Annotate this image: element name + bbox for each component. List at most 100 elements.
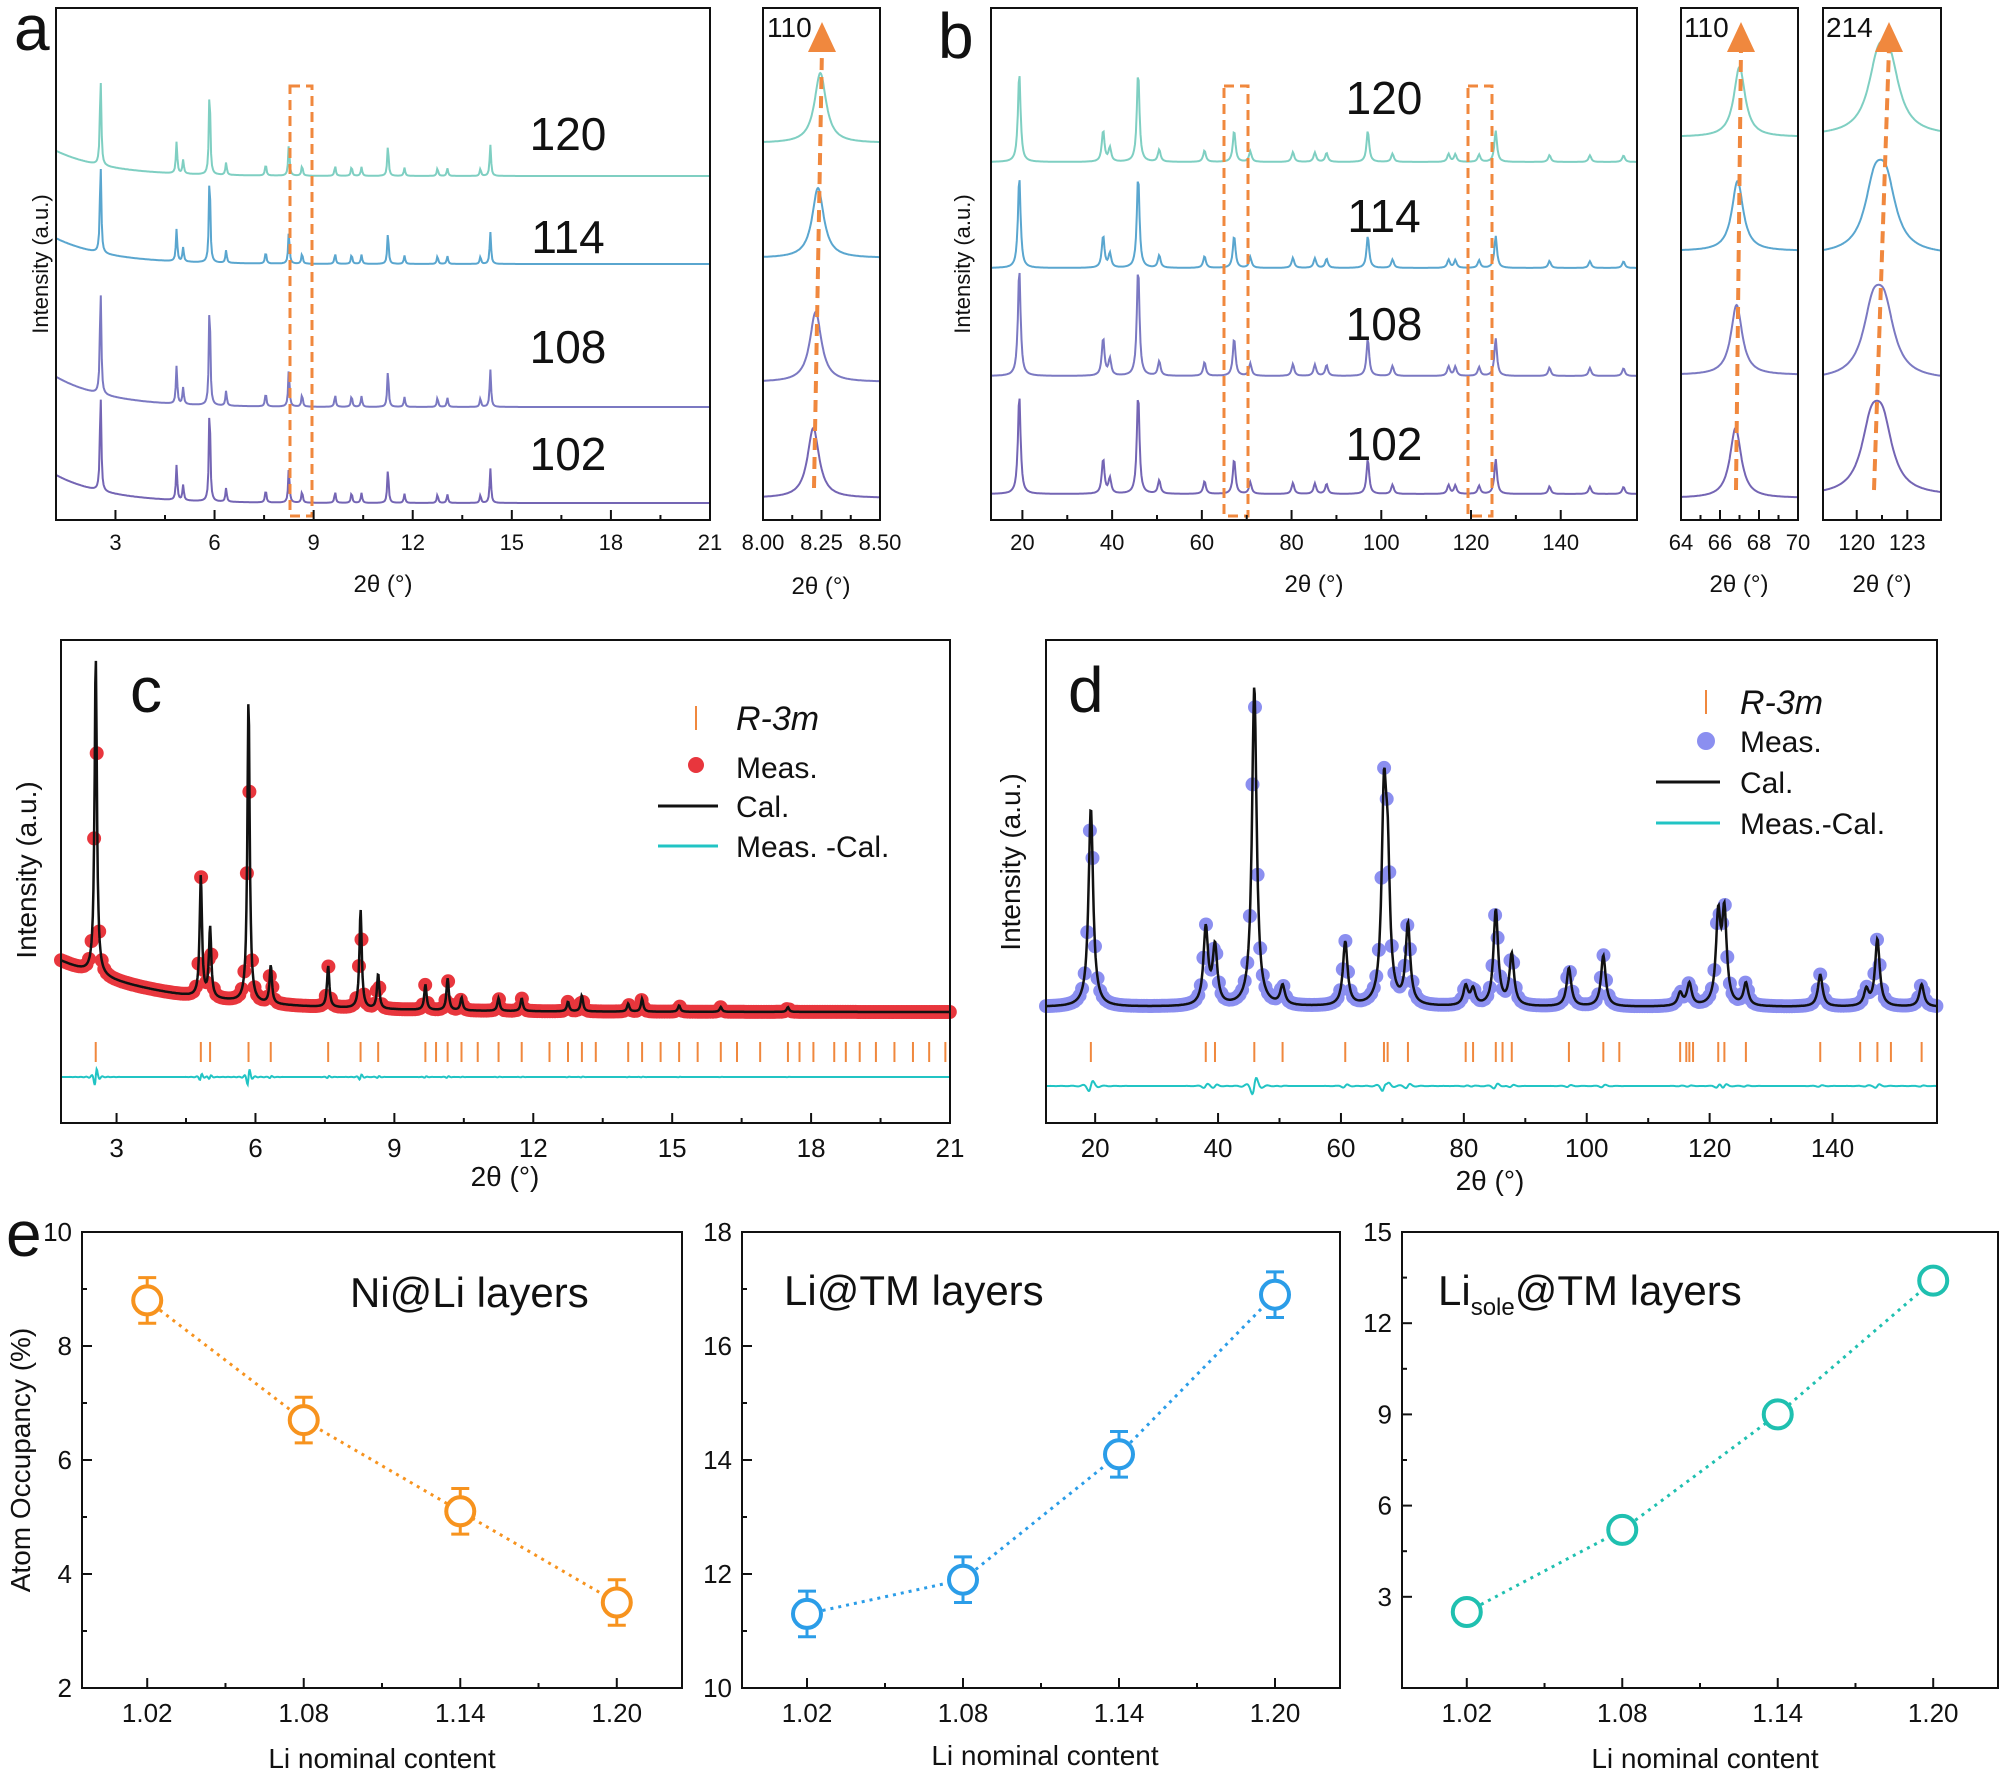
- panel-a-inset-shift-arrow: [812, 47, 824, 489]
- panel-d-xlabel: 2θ (°): [1456, 1165, 1525, 1196]
- x-tick-label: 80: [1449, 1133, 1478, 1163]
- y-tick-label: 2: [58, 1673, 72, 1703]
- pattern-curve-120: [991, 75, 1637, 163]
- x-tick-label: 18: [599, 530, 623, 555]
- data-point: [947, 1563, 979, 1596]
- y-tick-label: 10: [43, 1217, 72, 1247]
- pattern-curve-108: [991, 272, 1637, 377]
- data-point: [791, 1597, 823, 1630]
- y-tick-label: 16: [703, 1331, 732, 1361]
- y-tick-label: 3: [1378, 1582, 1392, 1612]
- panel-b-inset-214-shift-arrow: [1872, 47, 1891, 491]
- title-sole-subscript: sole: [1471, 1294, 1515, 1321]
- panel-label-d: d: [1068, 654, 1104, 726]
- panel-b-inset-110-annotation: 110: [1684, 12, 1729, 43]
- y-tick-label: 18: [703, 1217, 732, 1247]
- panel-d-ylabel: Intensity (a.u.): [995, 773, 1026, 950]
- pattern-curve-114: [55, 168, 710, 265]
- x-tick-label: 64: [1669, 530, 1693, 555]
- panel-b-inset-110-shift-arrow: [1734, 47, 1743, 491]
- x-tick-label: 1.20: [1908, 1698, 1959, 1728]
- data-point: [1450, 1596, 1483, 1628]
- panel-b-inset-110-chart: 64 66 68 70 110 2θ (°): [1669, 7, 1810, 598]
- y-tick-label: 4: [58, 1559, 72, 1589]
- inset-curve-0: [762, 71, 880, 143]
- x-tick-label: 40: [1204, 1133, 1233, 1163]
- panel-c-ylabel: Intensity (a.u.): [11, 781, 42, 958]
- legend-d-meas: Meas.: [1740, 726, 1822, 759]
- x-tick-label: 15: [658, 1133, 687, 1163]
- series-label-114: 114: [531, 211, 604, 263]
- inset-curve-3: [1681, 427, 1798, 499]
- x-tick-label: 70: [1786, 530, 1810, 555]
- data-point: [444, 1495, 477, 1528]
- panel-e-ni-li-xlabel: Li nominal content: [268, 1743, 495, 1772]
- y-tick-label: 9: [1378, 1399, 1392, 1429]
- x-tick-label: 100: [1363, 530, 1400, 555]
- x-tick-label: 9: [387, 1133, 401, 1163]
- data-point: [600, 1586, 633, 1619]
- legend-meas-marker-c: [688, 757, 704, 773]
- inset-curve-3: [762, 426, 880, 499]
- legend-d-cal: Cal.: [1740, 767, 1793, 800]
- panel-a-frame: [55, 7, 711, 521]
- panel-e-li-tm-xlabel: Li nominal content: [931, 1740, 1158, 1771]
- panel-d-legend: R-3m Meas. Cal. Meas.-Cal.: [1656, 684, 1885, 841]
- y-tick-label: 12: [703, 1559, 732, 1589]
- inset-curve-3: [1822, 399, 1942, 493]
- x-tick-label: 123: [1889, 530, 1926, 555]
- panel-a-inset-annotation: 110: [767, 12, 812, 43]
- panel-b-frame: [990, 7, 1638, 521]
- x-tick-label: 1.14: [435, 1698, 486, 1728]
- pattern-curve-102: [990, 398, 1637, 495]
- legend-d-diff: Meas.-Cal.: [1740, 808, 1885, 841]
- legend-c-cal: Cal.: [736, 791, 789, 824]
- title-li: Li: [1438, 1267, 1471, 1314]
- panel-b-inset-214-arrowhead: [1875, 22, 1903, 52]
- x-tick-label: 3: [109, 530, 121, 555]
- data-point: [1917, 1264, 1950, 1297]
- pattern-curve-108: [55, 295, 710, 408]
- inset-curve-1: [1681, 179, 1798, 252]
- panel-e-li-tm-plot-area: [791, 1270, 1291, 1639]
- x-tick-label: 6: [248, 1133, 262, 1163]
- x-tick-label: 1.08: [938, 1698, 989, 1728]
- legend-meas-marker-d: [1697, 732, 1715, 750]
- data-point: [1761, 1398, 1794, 1431]
- series-label-b-120: 120: [1346, 72, 1423, 124]
- panel-b-inset-214-x-axis: 120 123: [1838, 510, 1926, 555]
- series-label-b-114: 114: [1347, 190, 1420, 242]
- y-tick-label: 8: [58, 1331, 72, 1361]
- diff-curve: [61, 1065, 950, 1088]
- panel-a-ylabel: Intensity (a.u.): [28, 194, 53, 333]
- x-tick-label: 120: [1838, 530, 1875, 555]
- panel-b-ylabel: Intensity (a.u.): [950, 194, 975, 333]
- panel-d-frame: [1045, 639, 1938, 1124]
- panel-label-c: c: [130, 654, 162, 726]
- panel-e-lisole-tm-xlabel: Li nominal content: [1591, 1743, 1818, 1772]
- cal-curve: [1046, 687, 1937, 1008]
- panel-e-li-tm-title: Li@TM layers: [784, 1267, 1044, 1314]
- panel-b-xlabel: 2θ (°): [1285, 571, 1344, 598]
- trend-line: [1466, 1279, 1935, 1614]
- x-tick-label: 80: [1279, 530, 1303, 555]
- x-tick-label: 40: [1100, 530, 1124, 555]
- legend-d-r3m: R-3m: [1740, 684, 1823, 722]
- data-point: [1103, 1438, 1135, 1471]
- data-point: [1606, 1513, 1639, 1546]
- pattern-curve-114: [991, 180, 1637, 269]
- y-tick-label: 6: [58, 1445, 72, 1475]
- x-tick-label: 1.08: [278, 1698, 329, 1728]
- y-tick-label: 6: [1378, 1491, 1392, 1521]
- panel-e-ylabel: Atom Occupancy (%): [5, 1328, 36, 1593]
- x-tick-label: 1.02: [782, 1698, 833, 1728]
- legend-c-diff: Meas. -Cal.: [736, 831, 889, 864]
- x-tick-label: 8.00: [742, 530, 785, 555]
- y-tick-label: 10: [703, 1673, 732, 1703]
- panel-c-legend: R-3m Meas. Cal. Meas. -Cal.: [658, 700, 889, 864]
- x-tick-label: 60: [1190, 530, 1214, 555]
- legend-c-r3m: R-3m: [736, 700, 819, 738]
